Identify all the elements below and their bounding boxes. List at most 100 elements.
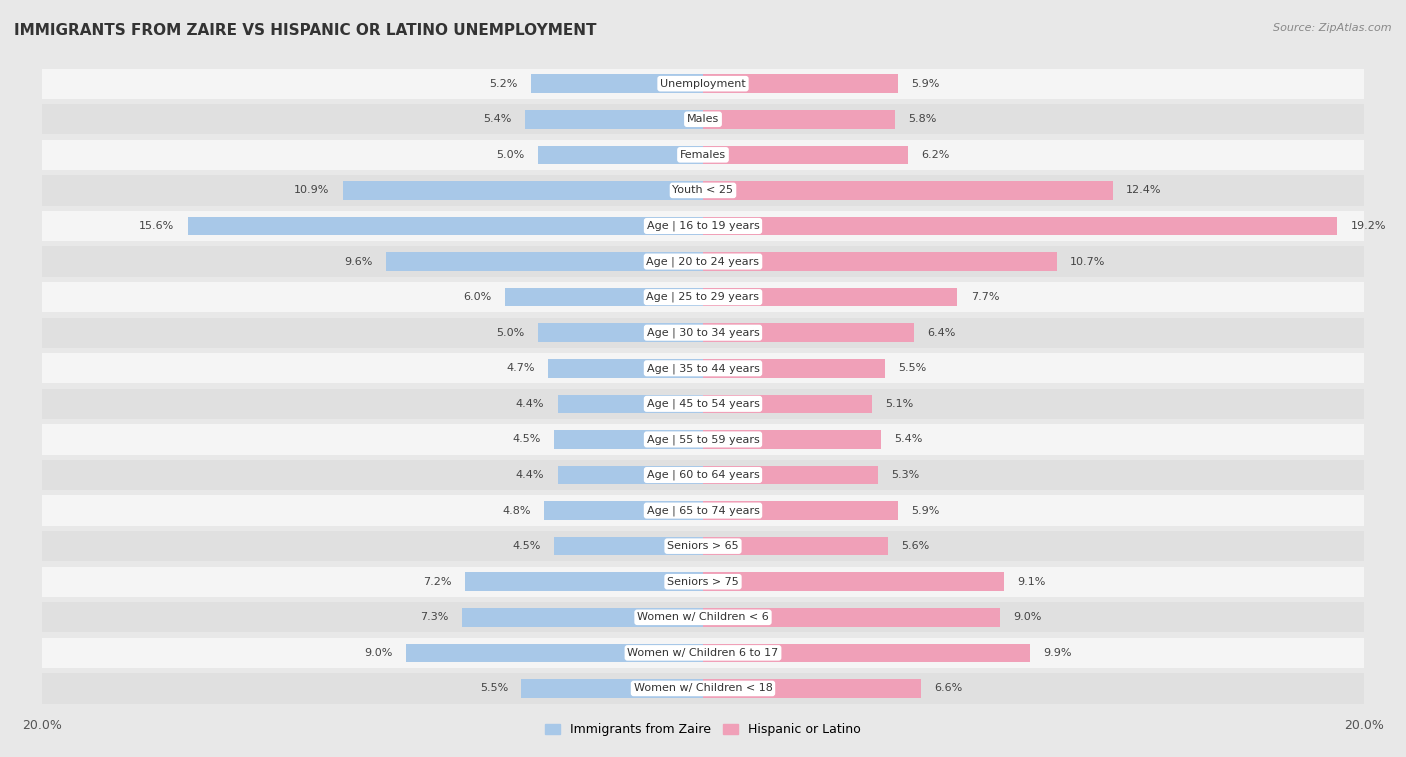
Legend: Immigrants from Zaire, Hispanic or Latino: Immigrants from Zaire, Hispanic or Latin… [540,718,866,741]
Bar [703,74,898,93]
Bar [524,110,703,129]
Bar [0,176,1406,206]
Bar [187,217,703,235]
Text: 5.4%: 5.4% [484,114,512,124]
Text: Age | 20 to 24 years: Age | 20 to 24 years [647,257,759,266]
Bar [537,145,703,164]
Bar [522,679,703,698]
Text: 5.9%: 5.9% [911,79,939,89]
Text: Women w/ Children < 18: Women w/ Children < 18 [634,684,772,693]
Text: 4.4%: 4.4% [516,470,544,480]
Bar [537,323,703,342]
Text: Age | 55 to 59 years: Age | 55 to 59 years [647,435,759,444]
Text: 4.4%: 4.4% [516,399,544,409]
Bar [531,74,703,93]
Bar [558,466,703,484]
Bar [0,389,1406,419]
Bar [461,608,703,627]
Text: Seniors > 65: Seniors > 65 [668,541,738,551]
Text: 5.1%: 5.1% [884,399,912,409]
Bar [544,501,703,520]
Text: 9.6%: 9.6% [344,257,373,266]
Bar [558,394,703,413]
Text: Age | 60 to 64 years: Age | 60 to 64 years [647,470,759,480]
Text: IMMIGRANTS FROM ZAIRE VS HISPANIC OR LATINO UNEMPLOYMENT: IMMIGRANTS FROM ZAIRE VS HISPANIC OR LAT… [14,23,596,38]
Bar [0,496,1406,525]
Text: 5.3%: 5.3% [891,470,920,480]
Bar [385,252,703,271]
Text: 9.0%: 9.0% [364,648,392,658]
Bar [0,673,1406,703]
Bar [465,572,703,591]
Bar [0,247,1406,276]
Text: 19.2%: 19.2% [1351,221,1386,231]
Text: 4.7%: 4.7% [506,363,534,373]
Bar [703,537,889,556]
Text: 5.6%: 5.6% [901,541,929,551]
Text: 5.5%: 5.5% [898,363,927,373]
Bar [554,537,703,556]
Text: 9.1%: 9.1% [1017,577,1045,587]
Bar [703,466,879,484]
Bar [703,359,884,378]
Text: Age | 65 to 74 years: Age | 65 to 74 years [647,506,759,516]
Bar [505,288,703,307]
Bar [703,181,1112,200]
Bar [703,679,921,698]
Text: 5.0%: 5.0% [496,150,524,160]
Bar [0,602,1406,632]
Text: Age | 35 to 44 years: Age | 35 to 44 years [647,363,759,373]
Bar [554,430,703,449]
Text: 5.4%: 5.4% [894,435,922,444]
Text: Age | 16 to 19 years: Age | 16 to 19 years [647,221,759,231]
Text: 6.0%: 6.0% [464,292,492,302]
Text: 10.9%: 10.9% [294,185,329,195]
Bar [703,252,1056,271]
Text: 5.8%: 5.8% [908,114,936,124]
Bar [0,531,1406,561]
Text: 7.3%: 7.3% [420,612,449,622]
Text: 9.0%: 9.0% [1014,612,1042,622]
Bar [703,288,957,307]
Bar [0,460,1406,490]
Bar [0,282,1406,312]
Bar [405,643,703,662]
Text: Unemployment: Unemployment [661,79,745,89]
Text: 6.2%: 6.2% [921,150,949,160]
Text: 6.4%: 6.4% [928,328,956,338]
Bar [703,217,1337,235]
Text: 4.5%: 4.5% [513,541,541,551]
Bar [548,359,703,378]
Bar [0,140,1406,170]
Text: 15.6%: 15.6% [139,221,174,231]
Text: 5.0%: 5.0% [496,328,524,338]
Text: 12.4%: 12.4% [1126,185,1161,195]
Text: Age | 45 to 54 years: Age | 45 to 54 years [647,399,759,409]
Text: 5.2%: 5.2% [489,79,517,89]
Text: 5.9%: 5.9% [911,506,939,516]
Text: Seniors > 75: Seniors > 75 [666,577,740,587]
Text: 5.5%: 5.5% [479,684,508,693]
Bar [0,318,1406,347]
Bar [703,608,1001,627]
Text: 6.6%: 6.6% [934,684,963,693]
Bar [703,572,1004,591]
Text: 10.7%: 10.7% [1070,257,1105,266]
Bar [0,637,1406,668]
Bar [0,566,1406,597]
Bar [0,104,1406,135]
Bar [0,354,1406,383]
Text: 9.9%: 9.9% [1043,648,1071,658]
Bar [703,430,882,449]
Text: Females: Females [681,150,725,160]
Text: 4.8%: 4.8% [503,506,531,516]
Bar [0,69,1406,99]
Text: Age | 30 to 34 years: Age | 30 to 34 years [647,328,759,338]
Bar [703,323,914,342]
Text: Males: Males [688,114,718,124]
Text: 4.5%: 4.5% [513,435,541,444]
Text: 7.7%: 7.7% [970,292,1000,302]
Bar [703,643,1031,662]
Text: 7.2%: 7.2% [423,577,451,587]
Bar [703,145,908,164]
